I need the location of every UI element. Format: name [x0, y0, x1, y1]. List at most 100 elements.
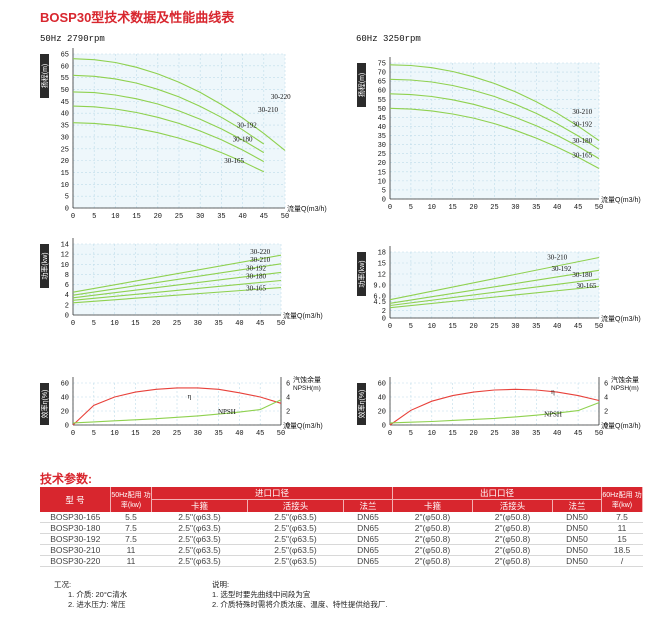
series-line-30-165 — [72, 287, 282, 304]
table-cell: DN50 — [552, 533, 602, 545]
y-tick-label: 6.0 — [373, 294, 386, 302]
series-label: 30-220 — [250, 248, 270, 256]
y-tick-label: 55 — [61, 75, 69, 83]
y2-tick-label: 6 — [286, 381, 290, 389]
table-cell: 2.5"(φ63.5) — [247, 533, 344, 545]
table-cell: 2.5"(φ63.5) — [151, 522, 248, 534]
y-tick-label: 6 — [65, 282, 69, 290]
series-line-30-210 — [72, 263, 282, 296]
series-label: 30-192 — [572, 120, 592, 128]
table-cell: DN65 — [343, 555, 393, 567]
series-line-30-192 — [72, 91, 265, 154]
x-tick-label: 35 — [532, 430, 540, 438]
x-tick-label: 25 — [173, 430, 181, 438]
chart-l1: 0 5 10 15 20 25 30 35 40 45 50 0 5 10 15 20 25 30 35 40 45 50… — [40, 48, 327, 221]
y-axis-label-box — [40, 54, 49, 98]
series-label: 30-220 — [271, 93, 291, 101]
series-line-NPSH — [72, 399, 282, 424]
x-tick-label: 5 — [409, 204, 413, 212]
performance-charts: 0 5 10 15 20 25 30 35 40 45 5005101520253035404550… — [40, 48, 641, 438]
x-tick-label: 35 — [532, 204, 540, 212]
y-tick-label: 60 — [61, 63, 69, 71]
y-axis-label-box — [40, 244, 49, 288]
y-axis-label-box — [357, 63, 366, 107]
y-tick-label: 25 — [61, 146, 69, 154]
chart-r2: 0 5 10 15 20 25 30 35 40 45 50 024.56.0 9.0 12 15 18 功率(… — [357, 246, 641, 331]
x-tick-label: 40 — [238, 213, 246, 221]
x-tick-label: 20 — [154, 213, 162, 221]
y2-axis-unit: NPSH(m) — [293, 385, 321, 392]
x-axis-label: 流量Q(m3/h) — [601, 195, 641, 204]
x-axis-label: 流量Q(m3/h) — [601, 314, 641, 323]
y-tick-label: 5 — [65, 194, 69, 202]
x-tick-label: 35 — [214, 430, 222, 438]
header-model: 型 号 — [40, 487, 111, 512]
table-cell: 18.5 — [601, 544, 643, 556]
series-line-30-220 — [72, 58, 286, 151]
x-tick-label: 25 — [175, 213, 183, 221]
y-tick-label: 70 — [378, 70, 386, 78]
conditions-notes: 工况: 1. 介质: 20°C清水 2. 进水压力: 常压 — [54, 580, 127, 610]
x-tick-label: 40 — [553, 204, 561, 212]
table-cell: DN65 — [343, 533, 393, 545]
chart-r3: 0 5 10 15 20 25 30 35 40 45 500204060效率η(%)流量Q(m3/… — [357, 375, 641, 438]
x-tick-label: 5 — [92, 213, 96, 221]
y-axis-label: 效率η(%) — [357, 390, 366, 419]
series-label: 30-180 — [233, 136, 253, 144]
header-power-50hz: 50Hz配用 功率(kw) — [110, 487, 152, 512]
series-label: 30-165 — [224, 157, 244, 165]
y-tick-label: 40 — [378, 395, 386, 403]
series-line-NPSH — [389, 402, 600, 424]
series-label: NPSH — [544, 411, 562, 419]
series-label: 30-210 — [547, 253, 567, 261]
page-title: BOSP30型技术数据及性能曲线表 — [40, 10, 235, 25]
y2-axis-unit: NPSH(m) — [611, 385, 639, 392]
y-tick-label: 60 — [378, 381, 386, 389]
y-tick-label: 4 — [65, 292, 69, 300]
y-tick-label: 10 — [378, 178, 386, 186]
y2-axis-label: 汽蚀余量 — [293, 375, 321, 384]
remark-item: 1. 选型时要先曲线中间段为宜 — [212, 590, 311, 599]
table-cell: BOSP30-165 — [40, 512, 111, 523]
y-tick-label: 65 — [378, 79, 386, 87]
y-tick-label: 20 — [378, 409, 386, 417]
y-axis-label: 功率(kw) — [357, 260, 366, 287]
table-cell: DN65 — [343, 544, 393, 556]
x-tick-label: 15 — [131, 430, 139, 438]
table-cell: DN65 — [343, 512, 393, 523]
left-frequency-label: 50Hz 2790rpm — [40, 34, 105, 44]
x-tick-label: 30 — [511, 430, 519, 438]
x-tick-label: 10 — [111, 213, 119, 221]
table-cell: 2"(φ50.8) — [472, 512, 553, 523]
series-label: 30-210 — [258, 106, 278, 114]
table-cell: BOSP30-180 — [40, 522, 111, 534]
y-tick-label: 45 — [61, 99, 69, 107]
x-tick-label: 45 — [260, 213, 268, 221]
x-tick-label: 40 — [553, 323, 561, 331]
table-cell: 2"(φ50.8) — [472, 533, 553, 545]
table-cell: 2.5"(φ63.5) — [151, 555, 248, 567]
y-tick-label: 14 — [61, 242, 69, 250]
spec-section-title: 技术参数: — [40, 472, 92, 486]
y-tick-label: 2 — [65, 302, 69, 310]
series-line-30-165 — [389, 285, 600, 309]
chart-l2: 0 5 10 15 20 25 30 35 40 45 50 0 2 4 6 8 10 12 14 功率(kw) 流量Q… — [40, 238, 323, 328]
y-tick-label: 5 — [382, 187, 386, 195]
x-tick-label: 10 — [110, 430, 118, 438]
x-tick-label: 15 — [448, 204, 456, 212]
series-line-30-180 — [389, 278, 600, 307]
table-cell: BOSP30-210 — [40, 544, 111, 556]
x-tick-label: 45 — [574, 323, 582, 331]
table-cell: 11 — [601, 522, 643, 534]
condition-item: 2. 进水压力: 常压 — [68, 600, 126, 609]
series-label: 30-165 — [572, 151, 592, 159]
table-cell: 11 — [110, 544, 152, 556]
right-frequency-label: 60Hz 3250rpm — [356, 34, 421, 44]
series-line-30-180 — [72, 105, 265, 163]
y-tick-label: 40 — [378, 124, 386, 132]
y-tick-label: 15 — [378, 169, 386, 177]
series-label: 30-210 — [250, 256, 270, 264]
y-tick-label: 18 — [378, 250, 386, 258]
y-tick-label: 40 — [61, 111, 69, 119]
x-tick-label: 50 — [595, 204, 603, 212]
